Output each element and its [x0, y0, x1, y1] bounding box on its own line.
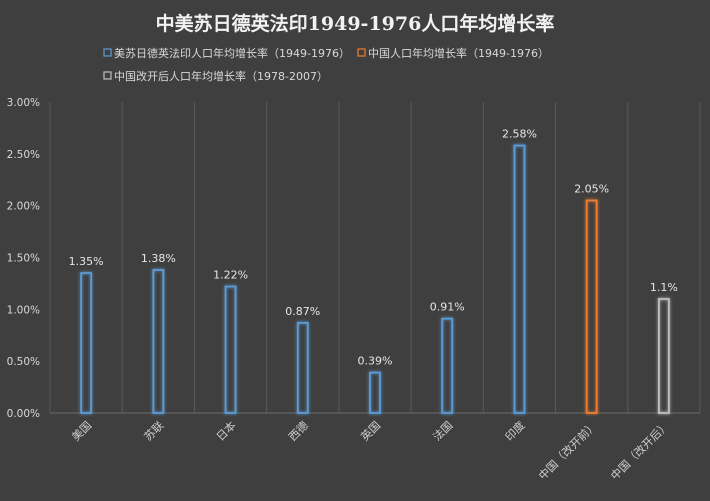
x-tick-label: 西德 — [285, 418, 310, 443]
legend-swatch — [103, 48, 112, 57]
y-tick-label: 2.00% — [7, 201, 40, 213]
bar — [296, 321, 309, 414]
legend-entry: 美苏日德英法印人口年均增长率（1949-1976） — [114, 46, 350, 60]
chart-title: 中美苏日德英法印1949-1976人口年均增长率 — [156, 12, 555, 35]
data-label: 0.91% — [430, 301, 465, 314]
y-tick-label: 1.00% — [7, 304, 40, 316]
x-tick-label: 中国（改开后） — [608, 418, 672, 482]
legend-entry: 中国改开后人口年均增长率（1978-2007） — [114, 69, 328, 83]
bar — [152, 269, 165, 414]
data-label: 0.39% — [358, 355, 393, 368]
y-tick-label: 1.50% — [7, 253, 40, 265]
x-axis: 美国 苏联 日本 西德 英国 法国 印度 中国（改开前） 中国（改开后） — [69, 418, 672, 482]
data-label: 2.05% — [574, 182, 609, 195]
y-tick-label: 0.50% — [7, 356, 40, 368]
y-axis: 0.00% 0.50% 1.00% 1.50% 2.00% 2.50% 3.00% — [7, 97, 40, 420]
y-tick-label: 2.50% — [7, 149, 40, 161]
data-label: 1.1% — [650, 281, 678, 294]
data-label: 2.58% — [502, 128, 537, 141]
bar — [585, 199, 598, 414]
x-tick-label: 中国（改开前） — [535, 418, 599, 482]
data-label: 1.38% — [141, 252, 176, 265]
bar — [657, 298, 670, 414]
legend-swatch — [103, 71, 112, 80]
legend: 美苏日德英法印人口年均增长率（1949-1976） 中国人口年均增长率（1949-… — [103, 46, 549, 83]
x-tick-label: 英国 — [358, 418, 383, 443]
bar — [513, 144, 526, 414]
y-tick-label: 0.00% — [7, 408, 40, 420]
bars — [80, 144, 670, 414]
data-label: 1.35% — [69, 255, 104, 268]
x-tick-label: 苏联 — [142, 419, 167, 444]
x-tick-label: 印度 — [502, 418, 527, 443]
legend-swatch — [357, 48, 366, 57]
bar — [80, 272, 93, 414]
x-tick-label: 法国 — [430, 418, 455, 443]
x-tick-label: 日本 — [213, 418, 238, 443]
data-label: 1.22% — [213, 269, 248, 282]
legend-entry: 中国人口年均增长率（1949-1976） — [368, 46, 549, 60]
bar — [224, 285, 237, 414]
x-tick-label: 美国 — [69, 419, 94, 444]
bar — [441, 317, 454, 414]
data-label: 0.87% — [285, 305, 320, 318]
data-labels: 1.35% 1.38% 1.22% 0.87% 0.39% 0.91% 2.58% 2.05%… — [69, 128, 678, 368]
bar — [369, 371, 381, 414]
y-tick-label: 3.00% — [7, 97, 40, 109]
